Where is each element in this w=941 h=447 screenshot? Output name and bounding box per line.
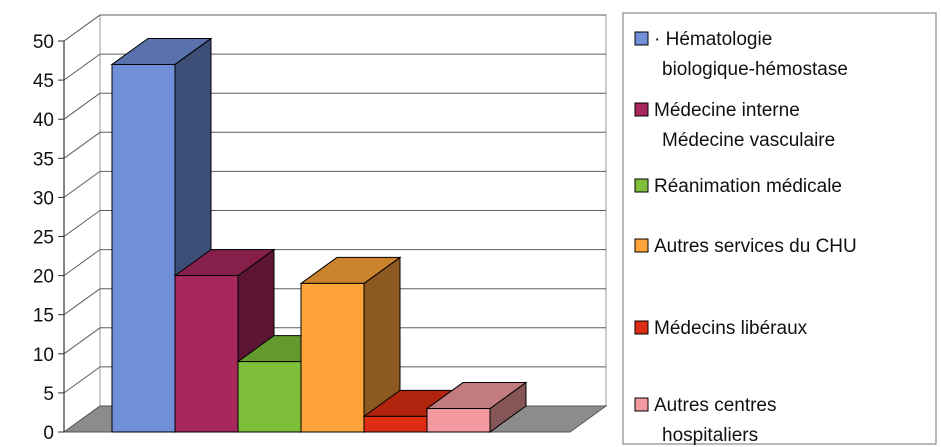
- legend-swatch: [634, 102, 649, 117]
- gridline-side: [63, 366, 101, 394]
- y-axis: 0 5 10 15 20 25 30 35 40 45 50: [33, 32, 65, 444]
- gridline-side: [63, 327, 101, 355]
- gridline-side: [63, 14, 101, 42]
- y-tick-label: 25: [33, 228, 54, 249]
- legend-label: biologique-hémostase: [662, 59, 848, 80]
- gridline-side: [63, 92, 101, 120]
- legend-swatch: [634, 320, 649, 335]
- legend-label: Médecine interne: [654, 100, 800, 121]
- legend-label: Autres centres: [654, 395, 777, 416]
- gridline-side: [63, 170, 101, 198]
- gridline-side: [63, 288, 101, 316]
- bars: [110, 37, 528, 433]
- y-tick-label: 15: [33, 306, 54, 327]
- bar: [426, 408, 491, 433]
- legend-swatch: [634, 178, 649, 193]
- bar: [300, 282, 365, 433]
- legend-swatch: [634, 31, 649, 46]
- legend-label: Réanimation médicale: [654, 176, 842, 197]
- legend-swatch: [634, 238, 649, 253]
- y-tick-label: 20: [33, 267, 54, 288]
- legend-label: Médecins libéraux: [654, 318, 808, 339]
- gridline-side: [63, 210, 101, 237]
- legend-label: hospitaliers: [662, 425, 758, 446]
- y-tick-label: 40: [33, 110, 54, 131]
- gridline-side: [63, 249, 101, 277]
- legend-swatch: [634, 397, 649, 412]
- gridline-side: [63, 53, 101, 81]
- y-tick-label: 35: [33, 149, 54, 170]
- legend-label: Médecine vasculaire: [662, 130, 835, 151]
- gridline-side: [63, 131, 101, 159]
- bar: [363, 415, 428, 433]
- bar: [111, 63, 176, 433]
- bar: [237, 361, 302, 433]
- y-tick-label: 50: [33, 32, 54, 53]
- y-tick-label: 5: [43, 384, 54, 405]
- legend-box: [622, 12, 937, 445]
- y-tick-label: 30: [33, 188, 54, 209]
- legend-label: Autres services du CHU: [654, 236, 857, 257]
- legend: · Hématologie biologique-hémostase Médecin…: [622, 12, 937, 446]
- legend-label: · Hématologie: [654, 29, 772, 50]
- bar: [174, 275, 239, 433]
- y-tick-label: 10: [33, 345, 54, 366]
- y-tick-label: 0: [43, 423, 54, 444]
- y-tick-label: 45: [33, 71, 54, 92]
